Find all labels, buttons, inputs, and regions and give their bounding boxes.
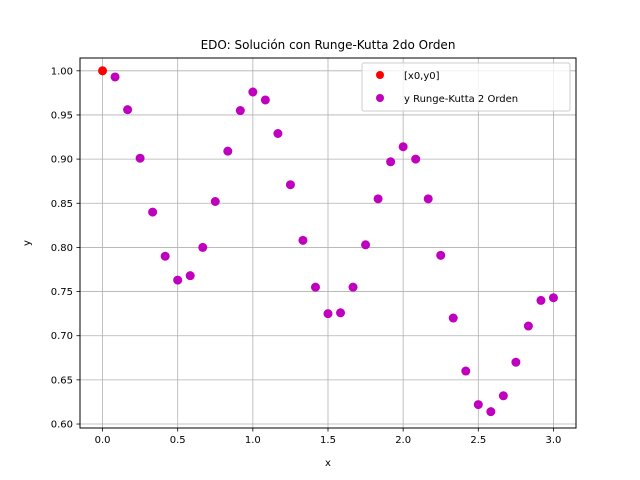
- rk2-point: [185, 271, 195, 281]
- legend-marker-initial: [376, 71, 384, 79]
- rk2-point: [160, 251, 170, 261]
- rk2-point: [498, 391, 508, 401]
- x-tick-label: 2.5: [470, 435, 486, 446]
- rk2-point: [536, 295, 546, 305]
- rk2-point: [398, 142, 408, 152]
- rk2-point: [285, 180, 295, 190]
- rk2-point: [523, 321, 533, 331]
- rk2-point: [148, 207, 158, 217]
- rk2-point: [423, 194, 433, 204]
- rk2-point: [298, 235, 308, 245]
- rk2-point: [310, 282, 320, 292]
- rk2-point: [386, 157, 396, 167]
- rk2-point: [135, 153, 145, 163]
- plot-area: [79, 57, 577, 429]
- rk2-point: [110, 72, 120, 82]
- y-tick-label: 1.00: [51, 66, 73, 77]
- x-tick-label: 1.5: [320, 435, 336, 446]
- y-tick-label: 0.70: [51, 331, 73, 342]
- data-points: [98, 66, 558, 417]
- y-tick-label: 0.65: [51, 375, 73, 386]
- x-tick-label: 0.0: [95, 435, 111, 446]
- legend-marker-rk2: [376, 94, 384, 102]
- legend: [x0,y0] y Runge-Kutta 2 Orden: [361, 62, 571, 112]
- rk2-point: [473, 400, 483, 410]
- rk2-point: [260, 95, 270, 105]
- legend-frame: [361, 62, 571, 112]
- x-tick-label: 3.0: [546, 435, 562, 446]
- x-tick-label: 1.0: [245, 435, 261, 446]
- rk2-point: [198, 242, 208, 252]
- rk2-point: [336, 308, 346, 318]
- rk2-point: [123, 105, 133, 115]
- legend-label-initial: [x0,y0]: [404, 71, 440, 82]
- rk2-point: [248, 87, 258, 97]
- initial-point: [98, 66, 108, 76]
- rk2-point: [548, 293, 558, 303]
- x-axis-label: x: [325, 458, 331, 469]
- rk2-point: [511, 357, 521, 367]
- rk2-point: [223, 146, 233, 156]
- y-axis-label: y: [22, 240, 33, 246]
- rk2-point: [373, 194, 383, 204]
- y-tick-label: 0.90: [51, 155, 73, 166]
- y-tick-label: 0.60: [51, 420, 73, 431]
- rk2-point: [436, 250, 446, 260]
- rk2-point: [486, 407, 496, 417]
- y-axis: 0.60 0.65 0.70 0.75 0.80 0.85 0.90 0.95 1.00: [51, 66, 80, 431]
- rk2-point: [273, 129, 283, 139]
- rk2-point: [411, 154, 421, 164]
- rk2-point: [173, 275, 183, 285]
- rk2-point: [348, 282, 358, 292]
- x-tick-label: 2.0: [395, 435, 411, 446]
- x-tick-label: 0.5: [170, 435, 186, 446]
- rk2-point: [448, 313, 458, 323]
- legend-label-rk2: y Runge-Kutta 2 Orden: [404, 94, 518, 105]
- rk2-point: [361, 240, 371, 250]
- x-axis: 0.0 0.5 1.0 1.5 2.0 2.5 3.0: [95, 428, 562, 446]
- rk2-point: [235, 106, 245, 116]
- y-tick-label: 0.80: [51, 243, 73, 254]
- y-tick-label: 0.75: [51, 287, 73, 298]
- y-tick-label: 0.95: [51, 110, 73, 121]
- rk2-point: [210, 196, 220, 206]
- rk2-point: [461, 366, 471, 376]
- chart-title: EDO: Solución con Runge-Kutta 2do Orden: [201, 38, 456, 52]
- rk2-point: [323, 309, 333, 319]
- y-tick-label: 0.85: [51, 199, 73, 210]
